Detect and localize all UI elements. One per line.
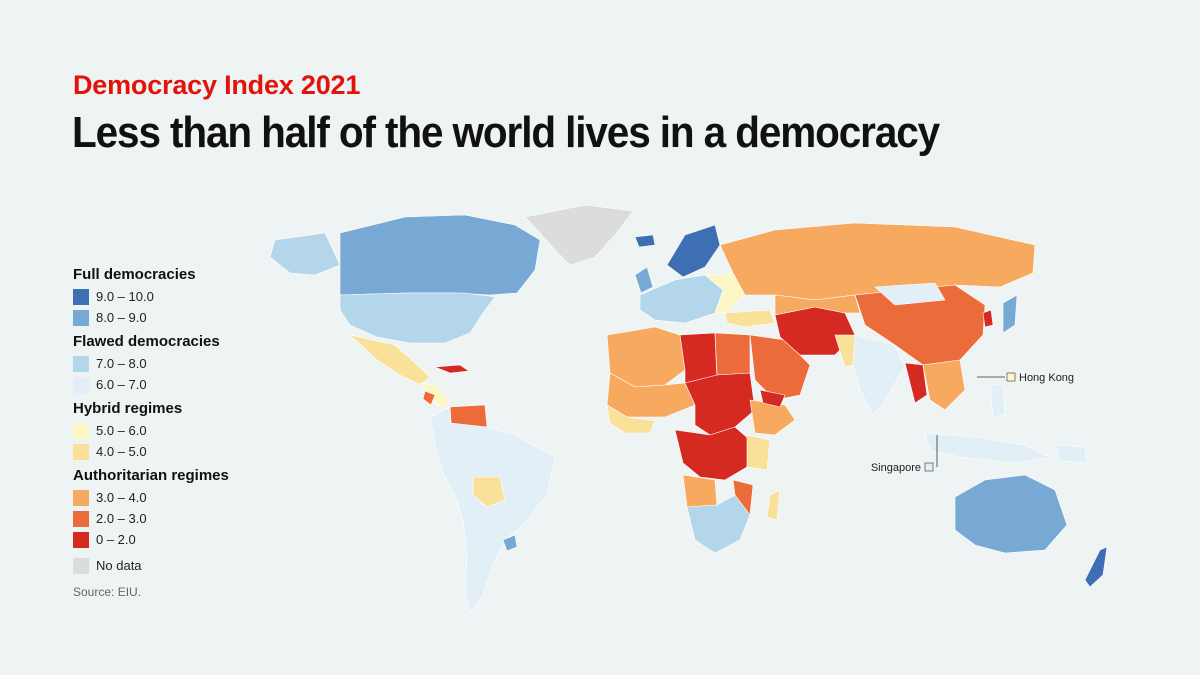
region-myanmar	[904, 362, 928, 404]
legend-label: 5.0 – 6.0	[96, 423, 147, 438]
region-bolivia	[472, 476, 506, 508]
region-scandinavia	[666, 224, 721, 278]
region-central-asia	[774, 294, 861, 316]
legend-swatch	[73, 557, 89, 574]
legend-item: 6.0 – 7.0	[73, 374, 273, 395]
legend-item: 8.0 – 9.0	[73, 307, 273, 328]
legend-label: 4.0 – 5.0	[96, 444, 147, 459]
region-yemen	[759, 389, 786, 408]
legend-group-authoritarian: Authoritarian regimes 3.0 – 4.0 2.0 – 3.…	[73, 467, 273, 550]
headline: Less than half of the world lives in a d…	[72, 108, 940, 157]
legend-item-no-data: No data	[73, 555, 273, 576]
region-southern-africa	[686, 494, 751, 554]
legend-swatch	[73, 443, 89, 460]
source-note: Source: EIU.	[73, 585, 142, 599]
region-new-zealand	[1084, 546, 1108, 588]
legend-label: 8.0 – 9.0	[96, 310, 147, 325]
label-hong-kong: Hong Kong	[1019, 372, 1074, 384]
region-alaska	[269, 232, 341, 276]
region-canada	[339, 214, 541, 296]
region-nicaragua	[422, 390, 436, 406]
region-greenland	[524, 204, 634, 266]
region-central-africa-north	[684, 372, 756, 436]
label-singapore: Singapore	[871, 462, 921, 474]
region-korea	[982, 309, 994, 328]
region-libya	[679, 332, 718, 384]
region-png	[1054, 444, 1088, 464]
callout-singapore: Singapore	[871, 435, 938, 474]
region-western-europe	[639, 274, 724, 324]
legend-swatch	[73, 288, 89, 305]
region-uruguay	[502, 534, 518, 552]
legend-swatch	[73, 355, 89, 372]
region-usa	[339, 292, 496, 344]
legend-swatch	[73, 510, 89, 527]
region-mozambique	[732, 479, 754, 516]
region-central-africa	[674, 426, 751, 481]
region-mongolia	[874, 282, 946, 306]
legend-label: 3.0 – 4.0	[96, 490, 147, 505]
legend-group-title: Authoritarian regimes	[73, 467, 229, 484]
legend-group-title: Flawed democracies	[73, 333, 220, 350]
region-madagascar	[766, 489, 781, 521]
callout-swatch	[1006, 372, 1016, 382]
region-australia	[954, 474, 1068, 554]
region-south-america	[429, 406, 556, 614]
legend-item: 7.0 – 8.0	[73, 353, 273, 374]
legend-swatch	[73, 489, 89, 506]
legend: Full democracies 9.0 – 10.0 8.0 – 9.0 Fl…	[73, 266, 273, 576]
region-indonesia	[924, 432, 1051, 464]
legend-group-hybrid: Hybrid regimes 5.0 – 6.0 4.0 – 5.0	[73, 400, 273, 462]
legend-group-title: Full democracies	[73, 266, 196, 283]
region-uk	[634, 266, 654, 294]
legend-item: 5.0 – 6.0	[73, 420, 273, 441]
region-egypt	[714, 332, 751, 376]
legend-item: 4.0 – 5.0	[73, 441, 273, 462]
legend-item: 2.0 – 3.0	[73, 508, 273, 529]
legend-label: 6.0 – 7.0	[96, 377, 147, 392]
region-southeast-asia	[922, 359, 966, 411]
legend-swatch	[73, 531, 89, 548]
legend-label: 9.0 – 10.0	[96, 289, 154, 304]
legend-swatch	[73, 309, 89, 326]
legend-label: 0 – 2.0	[96, 532, 136, 547]
region-angola	[682, 474, 718, 508]
legend-label: 2.0 – 3.0	[96, 511, 147, 526]
region-iceland	[634, 234, 656, 248]
region-cuba	[434, 364, 470, 374]
legend-group-flawed: Flawed democracies 7.0 – 8.0 6.0 – 7.0	[73, 333, 273, 395]
world-map: Hong Kong Singapore	[269, 204, 1108, 614]
legend-label: No data	[96, 558, 142, 573]
region-turkey	[724, 309, 776, 328]
legend-group-title: Hybrid regimes	[73, 400, 183, 417]
legend-item: 3.0 – 4.0	[73, 487, 273, 508]
legend-item: 9.0 – 10.0	[73, 286, 273, 307]
region-east-africa	[746, 434, 771, 471]
region-japan	[1002, 294, 1018, 334]
callout-hong-kong: Hong Kong	[977, 372, 1074, 384]
legend-item: 0 – 2.0	[73, 529, 273, 550]
legend-group-full: Full democracies 9.0 – 10.0 8.0 – 9.0	[73, 266, 273, 328]
kicker: Democracy Index 2021	[73, 70, 361, 100]
region-philippines	[989, 384, 1006, 418]
region-india	[852, 334, 906, 416]
legend-swatch	[73, 376, 89, 393]
region-mexico	[349, 334, 431, 386]
legend-swatch	[73, 422, 89, 439]
region-west-africa	[606, 404, 656, 434]
callout-swatch	[924, 462, 934, 472]
legend-label: 7.0 – 8.0	[96, 356, 147, 371]
